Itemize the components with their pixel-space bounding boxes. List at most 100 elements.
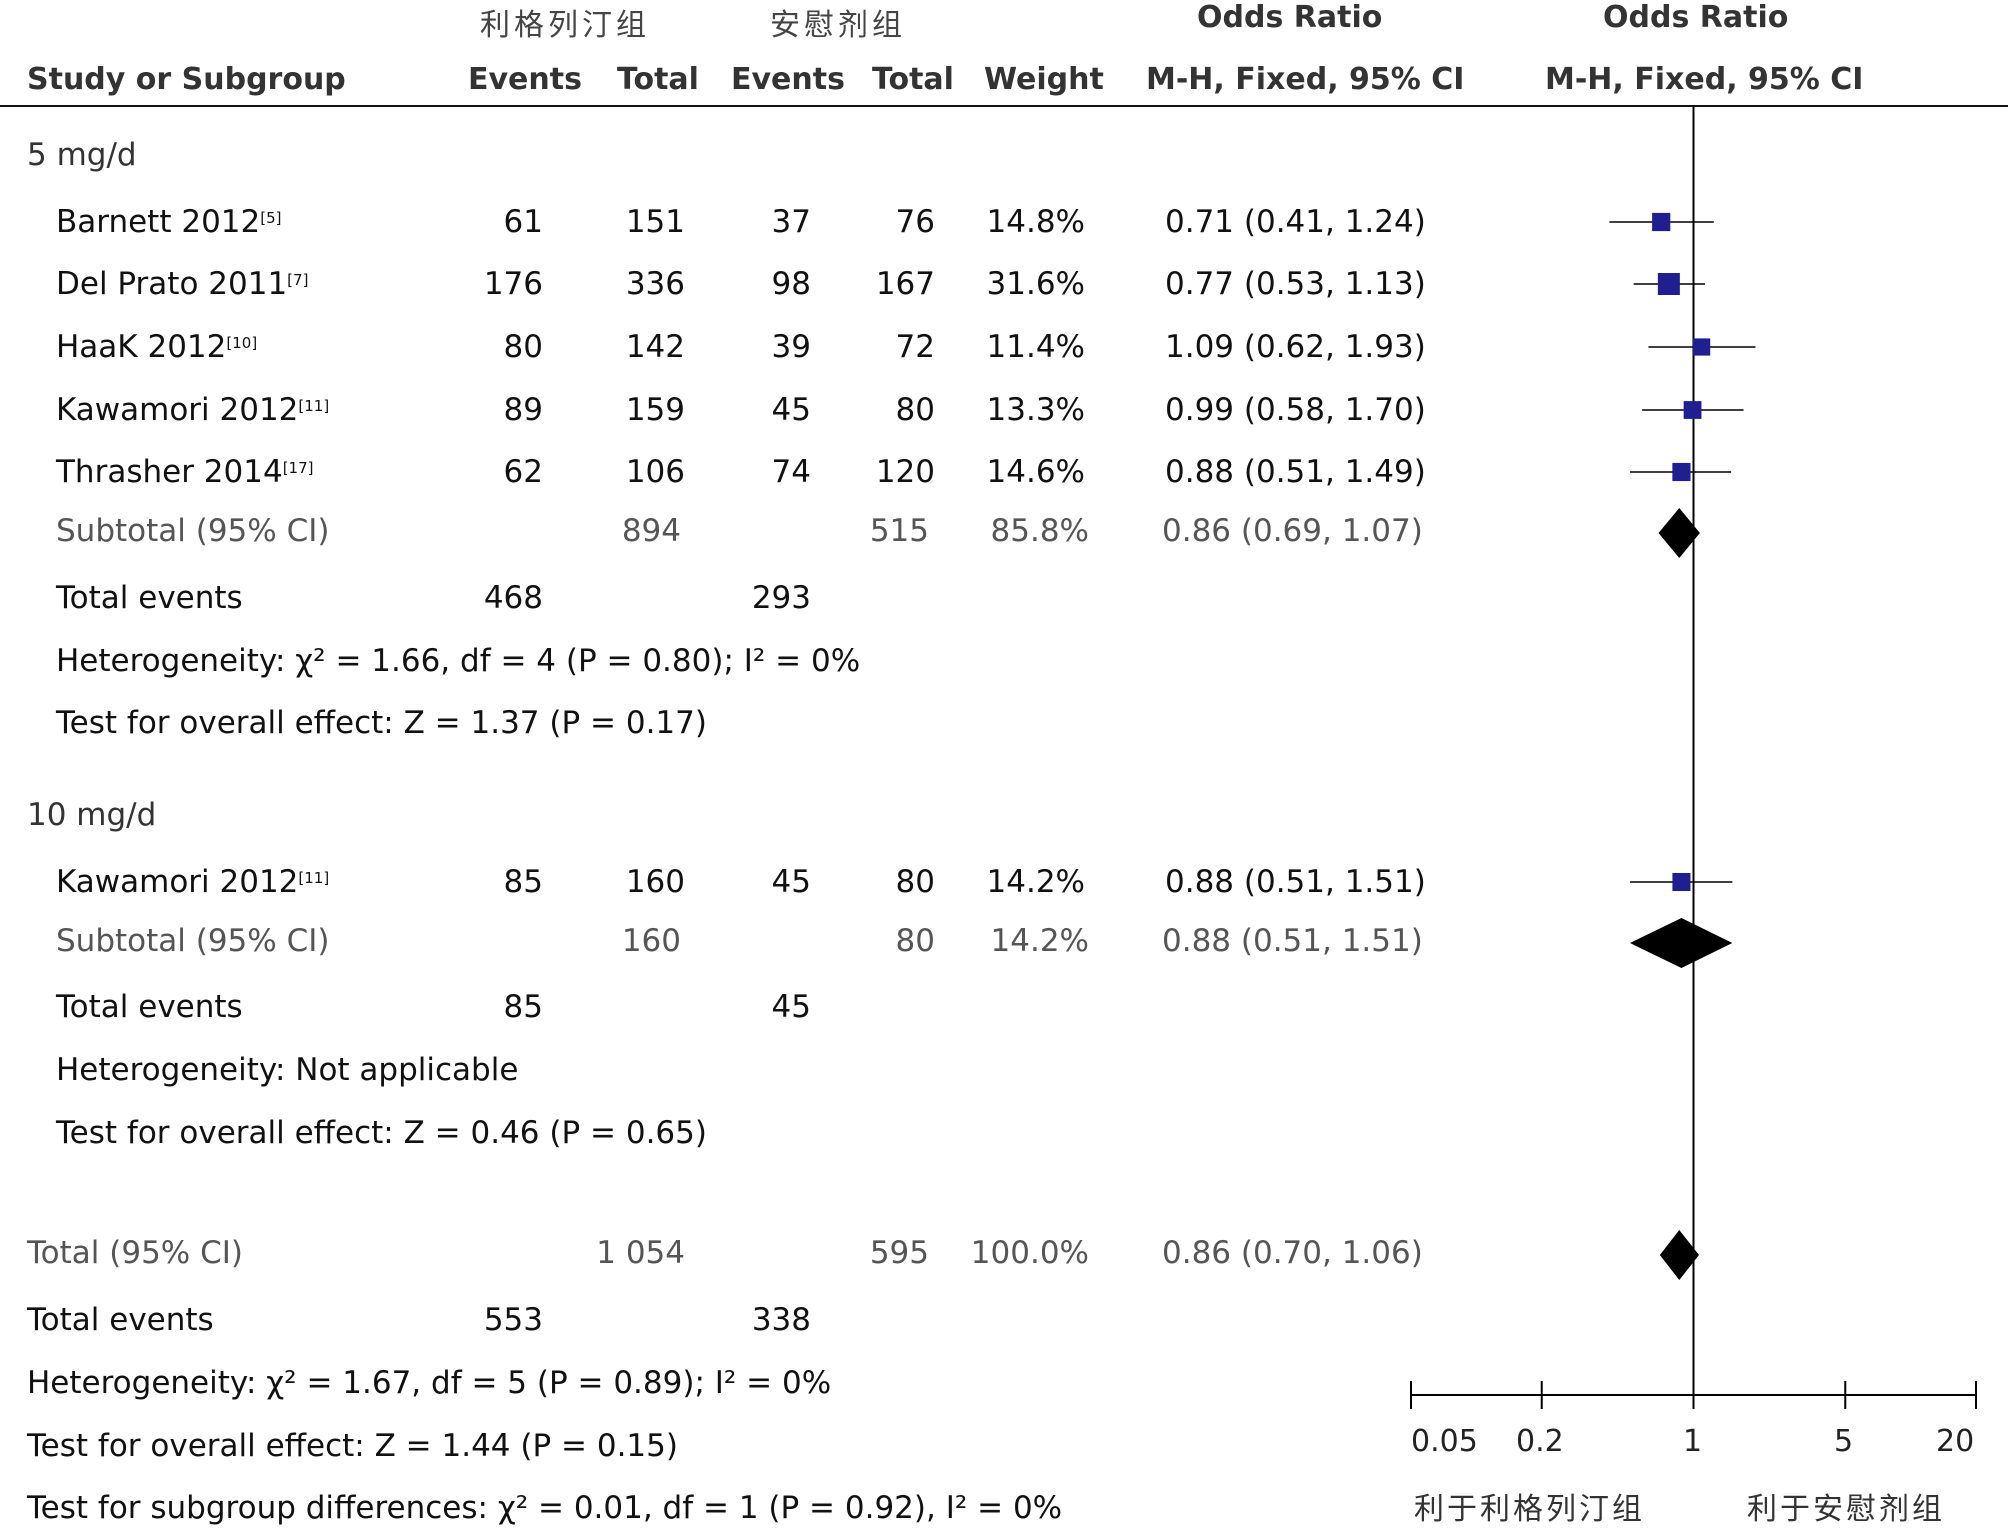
- overall-effect-text: Test for overall effect: Z = 1.37 (P = 0…: [56, 705, 707, 741]
- overall-effect-text: Test for overall effect: Z = 0.46 (P = 0…: [56, 1115, 707, 1151]
- subtotal-total1: 894: [621, 513, 681, 549]
- or-method-header: M-H, Fixed, 95% CI: [1146, 62, 1465, 97]
- study-or-ci: 0.88 (0.51, 1.51): [1165, 864, 1426, 900]
- grand-total-events-label: Total events: [27, 1302, 214, 1338]
- study-marker-kawamori5: [1683, 401, 1702, 419]
- diamond-subtotal-5: [1658, 508, 1700, 558]
- study-marker-kawamori10: [1672, 872, 1691, 892]
- study-name-text: Kawamori 2012: [56, 392, 299, 428]
- study-weight: 14.6%: [986, 454, 1085, 490]
- total-events-label: Total events: [56, 989, 243, 1025]
- study-events2: 45: [771, 864, 811, 900]
- study-name-haak: HaaK 2012[10]: [56, 327, 257, 367]
- study-name-text: HaaK 2012: [56, 329, 227, 365]
- study-events1: 62: [503, 454, 543, 490]
- study-total1: 159: [625, 392, 685, 428]
- subtotal-total1: 160: [621, 923, 681, 959]
- study-total1: 336: [625, 266, 685, 302]
- diamond-subtotal-10: [1630, 918, 1733, 968]
- grand-total-events2: 338: [751, 1302, 811, 1338]
- study-or-ci: 0.71 (0.41, 1.24): [1165, 204, 1426, 240]
- events1-column-header: Events: [468, 62, 582, 97]
- study-events2: 98: [771, 266, 811, 302]
- total-weight: 100.0%: [970, 1235, 1089, 1271]
- axis-tick-label: 0.2: [1516, 1424, 1564, 1459]
- study-marker-barnett: [1652, 212, 1671, 232]
- diamond-total: [1659, 1230, 1699, 1280]
- study-reference: [17]: [282, 459, 314, 477]
- study-name-kawamori-5mg: Kawamori 2012[11]: [56, 390, 329, 430]
- study-events1: 80: [503, 329, 543, 365]
- study-total1: 160: [625, 864, 685, 900]
- study-name-thrasher: Thrasher 2014[17]: [56, 452, 313, 492]
- plot-title-header: Odds Ratio: [1603, 0, 1789, 35]
- axis-tick-label: 20: [1936, 1424, 1975, 1459]
- study-weight: 14.2%: [986, 864, 1085, 900]
- total-events-label: Total events: [56, 580, 243, 616]
- study-marker-thrasher: [1672, 462, 1691, 482]
- study-events1: 176: [483, 266, 543, 302]
- total1-column-header: Total: [617, 62, 699, 97]
- subtotal-label: Subtotal (95% CI): [56, 923, 330, 959]
- events2-column-header: Events: [731, 62, 845, 97]
- study-marker-haak: [1693, 338, 1711, 356]
- study-total2: 76: [895, 204, 935, 240]
- total-events2: 45: [771, 989, 811, 1025]
- favours-placebo-label: 利于安慰剂组: [1747, 1492, 1945, 1527]
- study-total1: 151: [625, 204, 685, 240]
- subtotal-label: Subtotal (95% CI): [56, 513, 330, 549]
- study-total2: 72: [895, 329, 935, 365]
- study-total2: 167: [875, 266, 935, 302]
- study-or-ci: 1.09 (0.62, 1.93): [1165, 329, 1426, 365]
- total-or-ci: 0.86 (0.70, 1.06): [1162, 1235, 1423, 1271]
- favours-linagliptin-label: 利于利格列汀组: [1414, 1492, 1645, 1527]
- total-total1: 1 054: [596, 1235, 685, 1271]
- study-total1: 106: [625, 454, 685, 490]
- heterogeneity-text: Heterogeneity: Not applicable: [56, 1052, 519, 1088]
- axis-tick-label: 0.05: [1411, 1424, 1478, 1459]
- study-name-text: Del Prato 2011: [56, 266, 288, 302]
- subtotal-weight: 14.2%: [990, 923, 1089, 959]
- study-or-ci: 0.88 (0.51, 1.49): [1165, 454, 1426, 490]
- study-name-text: Barnett 2012: [56, 204, 261, 240]
- axis-tick-label: 1: [1683, 1424, 1703, 1459]
- study-name-kawamori-10mg: Kawamori 2012[11]: [56, 862, 329, 902]
- axis-tick-label: 5: [1834, 1424, 1854, 1459]
- study-events2: 39: [771, 329, 811, 365]
- study-weight: 14.8%: [986, 204, 1085, 240]
- subtotal-or-ci: 0.86 (0.69, 1.07): [1162, 513, 1423, 549]
- study-events1: 89: [503, 392, 543, 428]
- total-events1: 85: [503, 989, 543, 1025]
- study-name-barnett: Barnett 2012[5]: [56, 202, 282, 242]
- total-events2: 293: [751, 580, 811, 616]
- study-events2: 74: [771, 454, 811, 490]
- study-total2: 80: [895, 864, 935, 900]
- study-total2: 80: [895, 392, 935, 428]
- group-header-placebo: 安慰剂组: [770, 8, 906, 43]
- total-total2: 595: [869, 1235, 929, 1271]
- subgroup-label-10mg: 10 mg/d: [27, 797, 157, 833]
- study-total2: 120: [875, 454, 935, 490]
- study-total1: 142: [625, 329, 685, 365]
- study-reference: [11]: [298, 869, 330, 887]
- study-marker-delprato: [1657, 273, 1680, 295]
- study-reference: [7]: [287, 271, 309, 289]
- weight-column-header: Weight: [984, 62, 1104, 97]
- subtotal-weight: 85.8%: [990, 513, 1089, 549]
- or-title-header: Odds Ratio: [1197, 0, 1383, 35]
- study-reference: [10]: [226, 334, 258, 352]
- heterogeneity-text: Heterogeneity: χ² = 1.66, df = 4 (P = 0.…: [56, 643, 861, 679]
- study-weight: 31.6%: [986, 266, 1085, 302]
- subtotal-total2: 515: [869, 513, 929, 549]
- grand-overall-effect-text: Test for overall effect: Z = 1.44 (P = 0…: [27, 1428, 678, 1464]
- total2-column-header: Total: [872, 62, 954, 97]
- total-events1: 468: [483, 580, 543, 616]
- plot-method-header: M-H, Fixed, 95% CI: [1545, 62, 1864, 97]
- study-name-text: Thrasher 2014: [56, 454, 283, 490]
- study-weight: 13.3%: [986, 392, 1085, 428]
- study-events2: 45: [771, 392, 811, 428]
- subtotal-or-ci: 0.88 (0.51, 1.51): [1162, 923, 1423, 959]
- study-events1: 85: [503, 864, 543, 900]
- study-or-ci: 0.77 (0.53, 1.13): [1165, 266, 1426, 302]
